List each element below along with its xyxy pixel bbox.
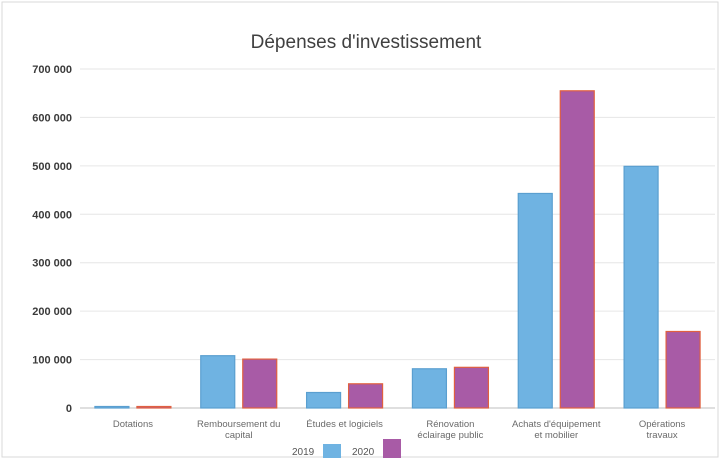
y-tick-label: 700 000 — [32, 64, 72, 76]
bar-2020-5 — [665, 330, 701, 409]
x-tick-label: éclairage public — [417, 430, 483, 441]
bar-2019-5 — [623, 165, 659, 409]
bar-2019-4 — [517, 192, 553, 409]
bar-2019-2 — [305, 391, 342, 409]
bar-2019-1 — [200, 355, 236, 409]
gridlines — [80, 68, 715, 409]
y-tick-label: 500 000 — [32, 161, 72, 173]
x-tick-label: Rénovation — [426, 419, 474, 430]
bar-2020-0 — [136, 405, 172, 409]
y-tick-label: 100 000 — [32, 355, 72, 367]
x-tick-label: Études et logiciels — [306, 419, 383, 430]
x-tick-label: Dotations — [113, 419, 153, 430]
x-tick-label: et mobilier — [534, 430, 578, 441]
bar-2019-3 — [411, 368, 448, 409]
bar-2020-2 — [347, 383, 384, 409]
legend: 2019 2020 — [292, 439, 401, 458]
bars — [94, 90, 701, 409]
x-tick-label: Remboursement du — [197, 419, 280, 430]
y-axis: 0 100 000 200 000 300 000 400 000 500 000 600 … — [32, 64, 72, 415]
x-tick-label: Achats d'équipement — [512, 419, 601, 430]
legend-swatch-2020 — [383, 439, 401, 458]
y-tick-label: 200 000 — [32, 306, 72, 318]
y-tick-label: 600 000 — [32, 112, 72, 124]
x-tick-label: Opérations — [639, 419, 686, 430]
y-tick-label: 400 000 — [32, 209, 72, 221]
x-tick-label: travaux — [647, 430, 678, 441]
x-tick-label: capital — [225, 430, 252, 441]
legend-label-2019: 2019 — [292, 447, 315, 458]
chart-title: Dépenses d'investissement — [251, 32, 482, 53]
legend-label-2020: 2020 — [352, 447, 375, 458]
bar-2020-4 — [559, 90, 595, 409]
bar-2020-3 — [453, 366, 490, 409]
legend-swatch-2019 — [323, 444, 341, 458]
y-tick-label: 0 — [66, 403, 72, 415]
y-tick-label: 300 000 — [32, 258, 72, 270]
bar-2019-0 — [94, 405, 130, 409]
bar-2020-1 — [242, 358, 278, 409]
